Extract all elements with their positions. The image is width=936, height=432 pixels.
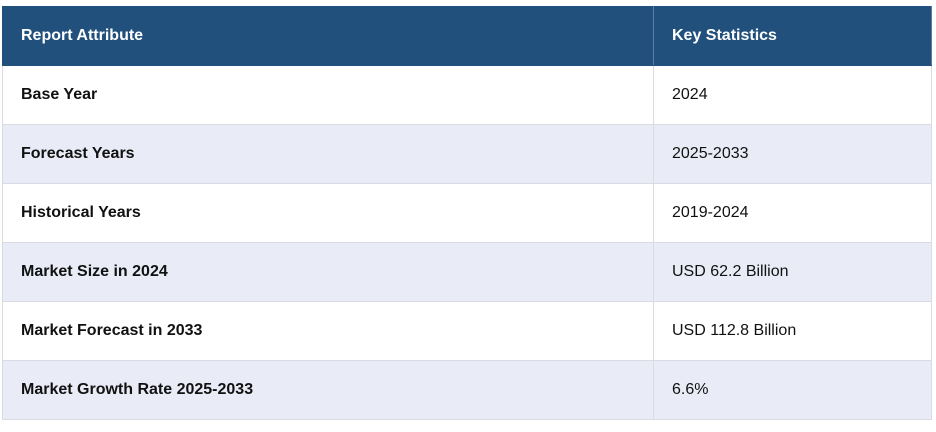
attribute-cell: Market Growth Rate 2025-2033 bbox=[2, 360, 654, 420]
table-row: Market Forecast in 2033 USD 112.8 Billion bbox=[2, 301, 932, 361]
table-row: Market Size in 2024 USD 62.2 Billion bbox=[2, 242, 932, 302]
table-body: Base Year 2024 Forecast Years 2025-2033 Hist… bbox=[2, 65, 932, 420]
table-row: Historical Years 2019-2024 bbox=[2, 183, 932, 243]
statistic-cell: 6.6% bbox=[653, 360, 932, 420]
statistic-cell: 2019-2024 bbox=[653, 183, 932, 243]
table-row: Forecast Years 2025-2033 bbox=[2, 124, 932, 184]
report-table: Report Attribute Key Statistics Base Yea… bbox=[2, 6, 932, 420]
attribute-cell: Base Year bbox=[2, 65, 654, 125]
table-row: Market Growth Rate 2025-2033 6.6% bbox=[2, 360, 932, 420]
statistic-cell: 2025-2033 bbox=[653, 124, 932, 184]
statistic-cell: 2024 bbox=[653, 65, 932, 125]
attribute-cell: Forecast Years bbox=[2, 124, 654, 184]
header-row: Report Attribute Key Statistics bbox=[2, 6, 932, 66]
attribute-cell: Market Forecast in 2033 bbox=[2, 301, 654, 361]
table-row: Base Year 2024 bbox=[2, 65, 932, 125]
statistic-cell: USD 112.8 Billion bbox=[653, 301, 932, 361]
attribute-cell: Historical Years bbox=[2, 183, 654, 243]
header-cell: Report Attribute bbox=[2, 6, 654, 66]
statistic-cell: USD 62.2 Billion bbox=[653, 242, 932, 302]
attribute-cell: Market Size in 2024 bbox=[2, 242, 654, 302]
header-cell: Key Statistics bbox=[653, 6, 932, 66]
